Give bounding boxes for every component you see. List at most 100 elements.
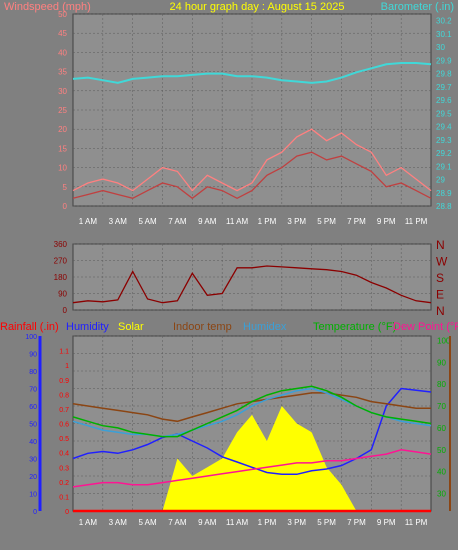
temperature-y-tick: 30 <box>437 490 446 499</box>
legend-item: Indoor temp <box>173 321 232 333</box>
direction-y-tick: 90 <box>58 290 67 299</box>
header-barometer-label: Barometer (.in) <box>381 1 454 13</box>
legend-item: Rainfall (.in) <box>0 321 59 333</box>
wind-panel-x-tick: 9 PM <box>377 217 396 226</box>
humidity-y-tick: 50 <box>29 422 37 429</box>
climate-series-0 <box>72 387 432 476</box>
wind-panel-x-tick: 5 PM <box>317 217 336 226</box>
wind-panel-x-tick: 1 PM <box>258 217 277 226</box>
direction-series-0 <box>72 265 432 304</box>
temperature-y-tick: 70 <box>437 402 446 411</box>
direction-compass-label: E <box>436 288 444 302</box>
direction-compass-label: N <box>436 304 445 318</box>
barometer-y-tick: 28.9 <box>436 189 452 198</box>
barometer-y-tick: 29.2 <box>436 149 452 158</box>
temperature-y-tick: 80 <box>437 380 446 389</box>
direction-y-tick: 0 <box>63 306 68 315</box>
direction-compass-label: S <box>436 271 444 285</box>
humidity-y-tick: 60 <box>29 404 37 411</box>
rain-y-tick: 0.6 <box>59 422 69 429</box>
temperature-y-tick: 60 <box>437 424 446 433</box>
humidity-y-tick: 0 <box>33 509 37 516</box>
climate-panel-x-tick: 9 AM <box>198 518 217 527</box>
direction-compass-label: N <box>436 238 445 252</box>
humidity-y-tick: 30 <box>29 457 37 464</box>
rain-y-tick: 0.9 <box>59 378 69 385</box>
wind-y-tick: 50 <box>58 10 67 19</box>
rain-y-tick: 0.5 <box>59 436 69 443</box>
humidity-y-tick: 100 <box>25 334 37 341</box>
rain-y-tick: 0.3 <box>59 465 69 472</box>
wind-y-tick: 20 <box>58 125 67 134</box>
rain-y-tick: 0.7 <box>59 407 69 414</box>
climate-panel-x-tick: 5 AM <box>138 518 157 527</box>
header-windspeed-label: Windspeed (mph) <box>4 1 91 13</box>
rain-y-tick: 0.2 <box>59 480 69 487</box>
temperature-y-tick: 50 <box>437 446 446 455</box>
barometer-y-tick: 30.2 <box>436 17 452 26</box>
rain-y-tick: 0.4 <box>59 451 69 458</box>
legend-item: Humidex <box>243 321 287 333</box>
barometer-y-tick: 29.5 <box>436 109 452 118</box>
wind-y-tick: 40 <box>58 48 67 57</box>
rain-y-tick: 0.8 <box>59 392 69 399</box>
barometer-y-tick: 29.3 <box>436 136 452 145</box>
wind-panel-x-tick: 7 AM <box>168 217 187 226</box>
wind-panel-x-tick: 1 AM <box>79 217 98 226</box>
wind-series-2 <box>72 62 432 84</box>
direction-y-tick: 270 <box>54 257 68 266</box>
rain-y-tick: 1.1 <box>59 349 69 356</box>
wind-y-tick: 30 <box>58 87 67 96</box>
climate-panel-x-tick: 1 AM <box>79 518 98 527</box>
legend-item: Temperature (°F) <box>313 321 396 333</box>
direction-y-tick: 360 <box>54 240 68 249</box>
humidity-y-tick: 20 <box>29 474 37 481</box>
wind-y-tick: 35 <box>58 68 67 77</box>
wind-panel-x-tick: 3 AM <box>109 217 128 226</box>
wind-y-tick: 25 <box>58 106 67 115</box>
barometer-y-tick: 29.6 <box>436 96 452 105</box>
direction-y-tick: 180 <box>54 273 68 282</box>
legend-item: Humidity <box>66 321 109 333</box>
barometer-y-tick: 29.8 <box>436 70 452 79</box>
temperature-y-tick: 100 <box>437 336 451 345</box>
barometer-y-tick: 29 <box>436 176 445 185</box>
climate-series-4 <box>72 385 432 438</box>
temperature-y-tick: 90 <box>437 358 446 367</box>
barometer-y-tick: 30.1 <box>436 30 452 39</box>
wind-panel-x-tick: 9 AM <box>198 217 217 226</box>
wind-series-0 <box>72 128 432 192</box>
climate-panel-x-tick: 5 PM <box>317 518 336 527</box>
climate-panel-x-tick: 11 AM <box>226 518 248 527</box>
wind-series-1 <box>72 151 432 200</box>
humidity-y-tick: 90 <box>29 352 37 359</box>
barometer-y-tick: 29.1 <box>436 162 452 171</box>
wind-y-tick: 0 <box>63 202 68 211</box>
direction-compass-label: W <box>436 255 448 269</box>
barometer-y-tick: 29.4 <box>436 123 452 132</box>
rain-y-tick: 0.1 <box>59 494 69 501</box>
climate-panel-x-tick: 3 PM <box>287 518 306 527</box>
climate-panel-x-tick: 1 PM <box>258 518 277 527</box>
humidity-y-tick: 10 <box>29 492 37 499</box>
solar-area <box>73 406 431 511</box>
wind-y-tick: 10 <box>58 164 67 173</box>
wind-y-tick: 15 <box>58 144 67 153</box>
climate-panel-x-tick: 9 PM <box>377 518 396 527</box>
barometer-y-tick: 30 <box>436 43 445 52</box>
wind-panel-x-tick: 7 PM <box>347 217 366 226</box>
wind-panel-x-tick: 5 AM <box>138 217 157 226</box>
humidity-y-tick: 70 <box>29 387 37 394</box>
chart-title: 24 hour graph day : August 15 2025 <box>170 1 345 13</box>
rain-y-tick: 1 <box>65 363 69 370</box>
humidity-y-tick: 80 <box>29 369 37 376</box>
wind-y-tick: 5 <box>63 183 68 192</box>
wind-panel-x-tick: 11 PM <box>405 217 428 226</box>
barometer-y-tick: 29.7 <box>436 83 452 92</box>
barometer-y-tick: 28.8 <box>436 202 452 211</box>
rain-y-tick: 0 <box>65 509 69 516</box>
humidity-y-tick: 40 <box>29 439 37 446</box>
climate-panel-x-tick: 7 PM <box>347 518 366 527</box>
wind-panel-x-tick: 11 AM <box>226 217 248 226</box>
